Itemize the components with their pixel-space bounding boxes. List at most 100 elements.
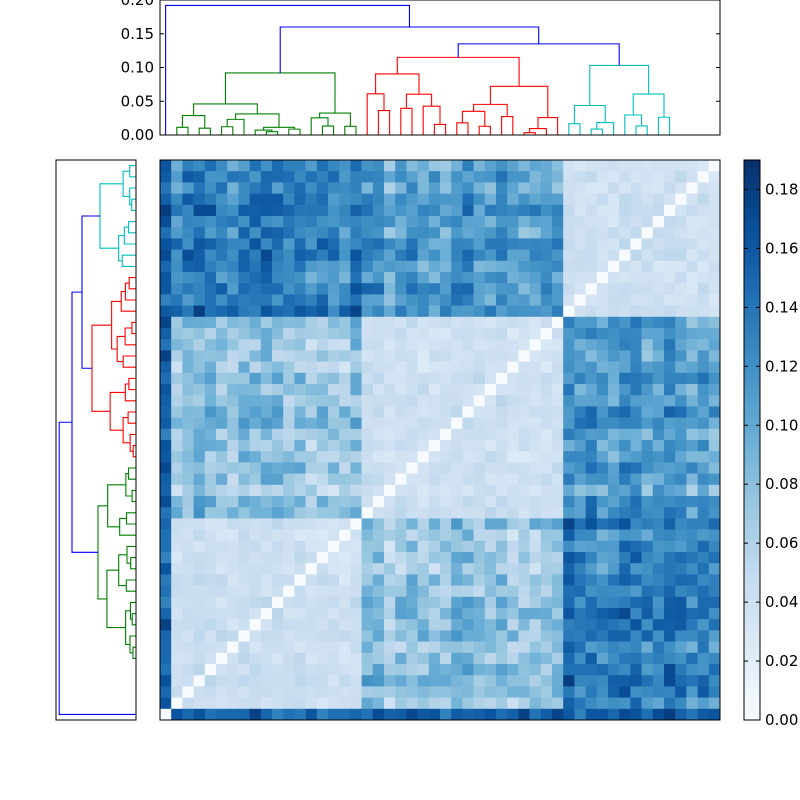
heatmap-cell <box>193 484 206 497</box>
heatmap-cell <box>686 686 698 698</box>
heatmap-cell <box>227 574 239 586</box>
heatmap-cell <box>462 708 474 721</box>
heatmap-cell <box>473 339 486 351</box>
heatmap-cell <box>316 260 329 273</box>
heatmap-cell <box>675 596 687 609</box>
heatmap-cell <box>182 440 194 452</box>
heatmap-cell <box>182 596 194 609</box>
heatmap-cell <box>283 473 295 486</box>
heatmap-cell <box>540 563 553 575</box>
heatmap-cell <box>260 462 273 474</box>
heatmap-cell <box>608 305 620 318</box>
colorbar-tick-label: 0.06 <box>765 534 798 552</box>
heatmap-cell <box>294 305 306 318</box>
heatmap-cell <box>249 596 262 609</box>
heatmap-cell <box>440 697 452 710</box>
heatmap-cell <box>708 686 721 698</box>
heatmap-cell <box>529 204 542 217</box>
heatmap-cell <box>428 708 441 721</box>
top-dendrogram-link <box>573 104 606 124</box>
heatmap-cell <box>249 440 262 452</box>
heatmap-cell <box>316 440 329 452</box>
heatmap-cell <box>608 428 620 441</box>
heatmap-cell <box>652 272 665 284</box>
heatmap-cell <box>372 384 385 396</box>
heatmap-cell <box>563 372 575 385</box>
heatmap-cell <box>328 518 340 530</box>
heatmap-cell <box>227 507 239 519</box>
heatmap-cell <box>328 238 340 250</box>
heatmap-cell <box>384 664 396 676</box>
heatmap-cell <box>518 686 530 698</box>
heatmap-cell <box>630 428 642 441</box>
heatmap-cell <box>350 697 362 710</box>
heatmap-cell <box>664 585 676 598</box>
heatmap-cell <box>272 283 284 295</box>
left-dendrogram-link <box>124 282 136 301</box>
heatmap-cell <box>574 216 586 228</box>
heatmap-cell <box>384 473 396 486</box>
heatmap-cell <box>272 227 284 239</box>
heatmap-cell <box>372 552 385 564</box>
heatmap-cell <box>708 697 721 710</box>
heatmap-cell <box>529 417 542 430</box>
heatmap-cell <box>440 272 452 284</box>
heatmap-cell <box>496 630 508 642</box>
heatmap-cell <box>675 361 687 374</box>
heatmap-cell <box>507 563 519 575</box>
heatmap-cell <box>283 428 295 441</box>
heatmap-cell <box>272 552 284 564</box>
heatmap-cell <box>630 473 642 486</box>
heatmap-cell <box>585 339 598 351</box>
heatmap-cell <box>406 451 418 463</box>
heatmap-cell <box>652 686 665 698</box>
heatmap-cell <box>608 585 620 598</box>
heatmap-cell <box>540 440 553 452</box>
heatmap-cell <box>641 428 654 441</box>
heatmap-cell <box>708 171 721 183</box>
heatmap-cell <box>216 697 228 710</box>
heatmap-cell <box>596 384 609 396</box>
heatmap-cell <box>697 608 710 620</box>
heatmap-cell <box>182 507 194 519</box>
heatmap-cell <box>462 652 474 665</box>
heatmap-cell <box>652 182 665 194</box>
heatmap-cell <box>171 608 183 620</box>
heatmap-cell <box>451 384 463 396</box>
heatmap-cell <box>204 563 217 575</box>
left-dendrogram-link <box>124 383 136 402</box>
heatmap-cell <box>171 339 183 351</box>
heatmap-cell <box>686 227 698 239</box>
heatmap-cell <box>238 529 250 542</box>
heatmap-cell <box>619 619 631 631</box>
heatmap-cell <box>372 518 385 530</box>
heatmap-cell <box>540 272 553 284</box>
heatmap-cell <box>182 574 194 586</box>
heatmap-cell <box>171 518 183 530</box>
heatmap-cell <box>316 361 329 374</box>
heatmap-cell <box>294 473 306 486</box>
heatmap-cell <box>675 462 687 474</box>
left-dendrogram-link <box>121 254 136 267</box>
heatmap-cell <box>395 596 407 609</box>
heatmap-cell <box>272 238 284 250</box>
heatmap-cell <box>171 473 183 486</box>
heatmap-cell <box>339 664 351 676</box>
heatmap-cell <box>350 395 362 407</box>
heatmap-cell <box>283 596 295 609</box>
heatmap-cell <box>249 529 262 542</box>
heatmap-cell <box>316 630 329 642</box>
heatmap-cell <box>552 708 564 721</box>
heatmap-cell <box>361 641 374 654</box>
heatmap-cell <box>552 563 564 575</box>
heatmap-cell <box>328 473 340 486</box>
heatmap-cell <box>339 675 351 687</box>
heatmap-cell <box>596 193 609 206</box>
heatmap-cell <box>328 316 340 329</box>
heatmap-cell <box>204 260 217 273</box>
heatmap-cell <box>384 675 396 687</box>
heatmap-cell <box>518 417 530 430</box>
heatmap-cell <box>518 697 530 710</box>
heatmap-cell <box>585 406 598 418</box>
heatmap-cell <box>630 272 642 284</box>
